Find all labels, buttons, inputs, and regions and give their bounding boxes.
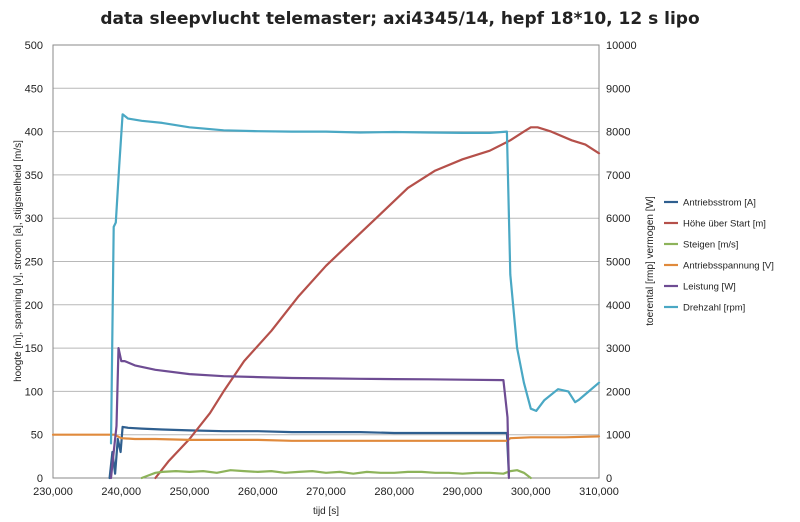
y-axis-left-label: hoogte [m], spanning [v], stroom [a], st… — [13, 140, 24, 382]
series-line-0 — [108, 425, 510, 480]
y-left-tick-label: 100 — [25, 386, 43, 398]
y-right-tick-label: 0 — [606, 473, 612, 485]
y-left-tick-label: 0 — [37, 473, 43, 485]
y-right-tick-label: 10000 — [606, 40, 637, 52]
y-right-tick-label: 5000 — [606, 257, 630, 269]
series-lines — [51, 113, 601, 480]
y-right-tick-label: 4000 — [606, 300, 630, 312]
chart-title: data sleepvlucht telemaster; axi4345/14,… — [100, 9, 699, 29]
series-line-1 — [154, 126, 601, 480]
x-axis-label: tijd [s] — [313, 506, 339, 517]
y-right-tick-label: 9000 — [606, 83, 630, 95]
y-left-tick-label: 350 — [25, 170, 43, 182]
y-right-tick-label: 7000 — [606, 170, 630, 182]
y-left-tick-label: 300 — [25, 213, 43, 225]
plot-area-border — [52, 44, 600, 479]
x-tick-label: 310,000 — [579, 486, 619, 498]
legend-label-3: Antriebsspannung [V] — [683, 261, 774, 272]
y-right-tick-label: 8000 — [606, 127, 630, 139]
legend-label-5: Drehzahl [rpm] — [683, 303, 745, 314]
x-tick-label: 280,000 — [374, 486, 414, 498]
y-left-tick-label: 250 — [25, 257, 43, 269]
series-line-3 — [51, 433, 601, 442]
x-tick-label: 240,000 — [101, 486, 141, 498]
legend-label-1: Höhe über Start [m] — [683, 219, 766, 230]
x-tick-label: 300,000 — [511, 486, 551, 498]
y-left-tick-label: 450 — [25, 83, 43, 95]
y-axis-right-label: toerental [rmp] vermogen [W] — [645, 196, 656, 326]
series-line-2 — [140, 469, 532, 480]
y-right-tick-label: 1000 — [606, 430, 630, 442]
y-right-tick-label: 3000 — [606, 343, 630, 355]
right-axis-tick-labels: 0 1000 2000 3000 4000 5000 6000 7000 8000 9000 100… — [606, 40, 637, 485]
y-left-tick-label: 400 — [25, 127, 43, 139]
series-line-5 — [109, 113, 601, 445]
legend: Antriebsstrom [A] Höhe über Start [m] Stei… — [664, 198, 774, 314]
x-tick-label: 290,000 — [443, 486, 483, 498]
x-tick-label: 230,000 — [33, 486, 73, 498]
x-tick-label: 270,000 — [306, 486, 346, 498]
y-right-tick-label: 6000 — [606, 213, 630, 225]
y-left-tick-label: 500 — [25, 40, 43, 52]
y-right-tick-label: 2000 — [606, 386, 630, 398]
x-tick-label: 250,000 — [170, 486, 210, 498]
left-axis-tick-labels: 0 50 100 150 200 250 300 350 400 450 500 — [25, 40, 43, 485]
series-line-4 — [109, 347, 510, 480]
y-left-tick-label: 200 — [25, 300, 43, 312]
legend-label-4: Leistung [W] — [683, 282, 736, 293]
x-axis-tick-labels: 230,000 240,000 250,000 260,000 270,000 280,0… — [33, 486, 619, 498]
legend-label-2: Steigen [m/s] — [683, 240, 738, 251]
x-tick-label: 260,000 — [238, 486, 278, 498]
legend-label-0: Antriebsstrom [A] — [683, 198, 756, 209]
y-left-tick-label: 50 — [31, 430, 43, 442]
y-left-tick-label: 150 — [25, 343, 43, 355]
